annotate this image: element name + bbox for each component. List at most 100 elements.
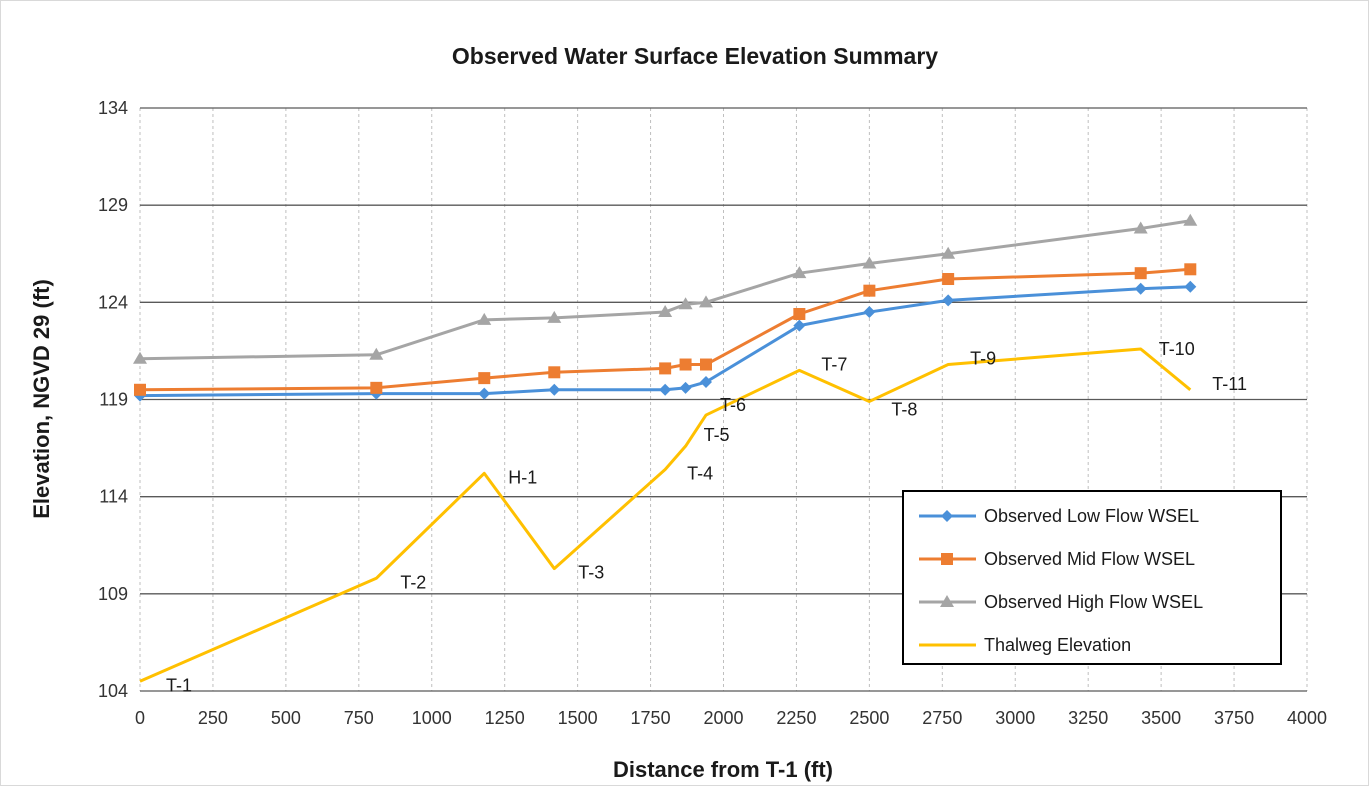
x-tick-label: 500: [271, 708, 301, 728]
data-point: [369, 347, 384, 360]
data-point: [1183, 213, 1198, 226]
legend-box: [902, 490, 1282, 665]
point-label: T-9: [970, 349, 996, 369]
data-point: [1134, 282, 1147, 295]
data-point: [793, 307, 806, 320]
legend-label: Observed High Flow WSEL: [984, 592, 1203, 612]
point-label: T-7: [821, 354, 847, 374]
data-point: [792, 266, 807, 279]
data-point: [942, 273, 955, 286]
point-labels: T-1 T-2 H-1 T-3 T-4 T-5 T-6 T-7 T-8 T-9 T-10 T-11: [166, 339, 1247, 695]
data-point: [862, 256, 877, 269]
x-tick-label: 2750: [922, 708, 962, 728]
data-point: [679, 381, 692, 394]
x-tick-label: 1500: [558, 708, 598, 728]
legend-item: Observed Mid Flow WSEL: [919, 549, 1195, 569]
data-point: [1134, 267, 1147, 280]
point-label: T-6: [720, 395, 746, 415]
data-point: [1184, 280, 1197, 293]
x-tick-label: 250: [198, 708, 228, 728]
x-tick-label: 1250: [485, 708, 525, 728]
data-point: [942, 294, 955, 307]
y-tick-label: 119: [99, 390, 128, 410]
data-point: [478, 387, 491, 400]
legend-item: Observed Low Flow WSEL: [919, 506, 1199, 526]
data-point: [698, 295, 713, 308]
legend-marker: [941, 553, 953, 565]
legend-label: Observed Mid Flow WSEL: [984, 549, 1195, 569]
data-point: [548, 383, 561, 396]
legend-label: Thalweg Elevation: [984, 635, 1131, 655]
y-tick-label: 114: [99, 487, 128, 507]
data-point: [679, 358, 692, 371]
y-tick-label: 109: [98, 584, 128, 604]
chart-title: Observed Water Surface Elevation Summary: [452, 43, 938, 69]
x-tick-label: 3000: [995, 708, 1035, 728]
point-label: T-8: [891, 399, 917, 419]
data-point: [548, 366, 561, 379]
legend-marker: [940, 595, 954, 607]
y-tick-label: 129: [98, 195, 128, 215]
legend: Observed Low Flow WSEL Observed Mid Flow …: [902, 490, 1282, 665]
series-observed-low-flow-wsel: [134, 280, 1197, 402]
data-point: [134, 383, 146, 396]
series-observed-mid-flow-wsel: [134, 263, 1197, 396]
point-label: T-3: [578, 563, 604, 583]
y-tick-labels: 104 109 114 119 124 129 134: [98, 98, 128, 701]
data-point: [863, 306, 876, 319]
data-point: [658, 305, 673, 318]
legend-item: Observed High Flow WSEL: [919, 592, 1203, 612]
point-label: T-5: [704, 425, 730, 445]
x-tick-label: 750: [344, 708, 374, 728]
data-point: [133, 351, 147, 364]
data-point: [793, 319, 806, 332]
data-point: [1133, 221, 1148, 234]
x-tick-label: 4000: [1287, 708, 1327, 728]
point-label: T-11: [1212, 374, 1247, 394]
series-line: [139, 347, 1192, 683]
legend-marker: [941, 510, 953, 522]
data-point: [863, 284, 876, 297]
data-point: [678, 297, 693, 310]
data-point: [699, 358, 712, 371]
x-tick-label: 3750: [1214, 708, 1254, 728]
series-thalweg-elevation: [139, 347, 1192, 683]
point-label: T-4: [687, 463, 713, 483]
data-point: [941, 246, 956, 259]
data-point: [699, 376, 712, 389]
data-point: [547, 310, 562, 323]
data-point: [478, 372, 491, 385]
point-label: T-1: [166, 675, 192, 695]
point-label: T-10: [1159, 339, 1195, 359]
x-tick-label: 3500: [1141, 708, 1181, 728]
y-tick-label: 134: [98, 98, 128, 118]
series-line: [139, 219, 1191, 361]
x-tick-label: 2250: [776, 708, 816, 728]
grid-lines: [139, 107, 1308, 692]
data-point: [659, 383, 672, 396]
point-label: H-1: [508, 467, 537, 487]
x-tick-label: 2500: [849, 708, 889, 728]
point-label: T-2: [400, 572, 426, 592]
data-point: [477, 312, 492, 325]
x-tick-label: 2000: [703, 708, 743, 728]
data-point: [1184, 263, 1197, 276]
x-tick-label: 0: [135, 708, 145, 728]
series-group: [133, 213, 1198, 683]
series-observed-high-flow-wsel: [133, 213, 1198, 364]
x-tick-label: 3250: [1068, 708, 1108, 728]
series-line: [139, 285, 1191, 398]
y-tick-label: 124: [98, 292, 128, 312]
data-point: [659, 362, 672, 375]
x-tick-labels: 0 250 500 750 1000 1250 1500 1750 2000 2250 2500 27…: [135, 708, 1327, 728]
series-line: [139, 267, 1191, 392]
x-tick-label: 1000: [412, 708, 452, 728]
x-axis-title: Distance from T-1 (ft): [613, 757, 833, 782]
y-axis-title: Elevation, NGVD 29 (ft): [29, 279, 54, 519]
legend-label: Observed Low Flow WSEL: [984, 506, 1199, 526]
data-point: [370, 381, 383, 394]
x-tick-label: 1750: [631, 708, 671, 728]
y-tick-label: 104: [98, 681, 128, 701]
